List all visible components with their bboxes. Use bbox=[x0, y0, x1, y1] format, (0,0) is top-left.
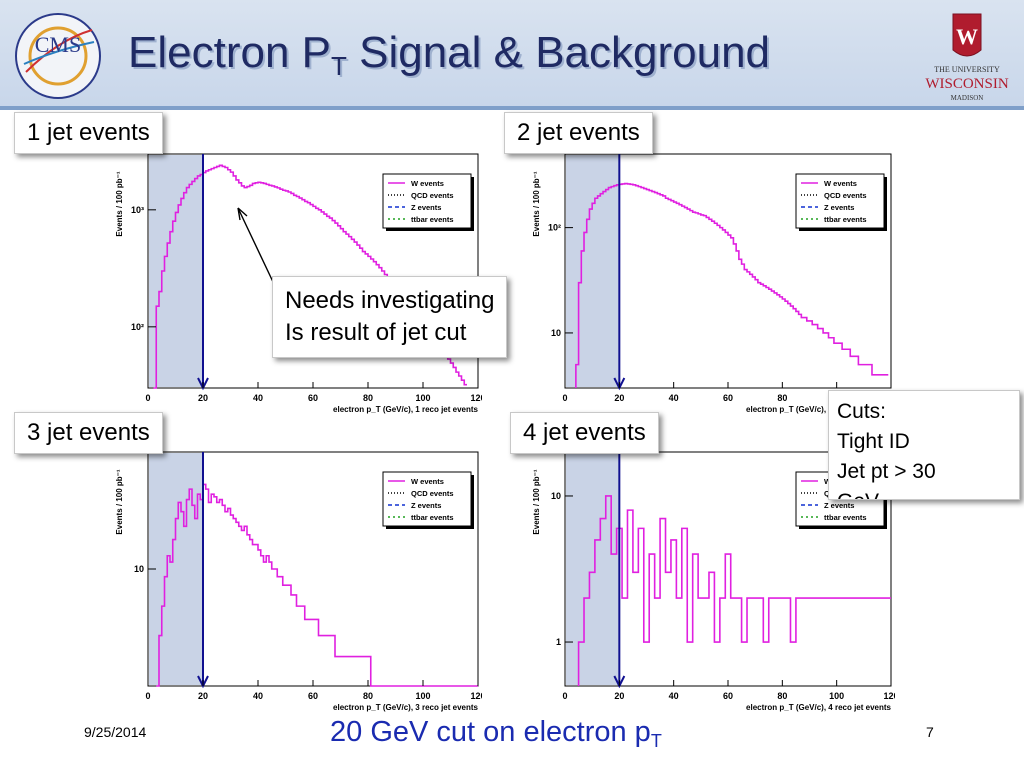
cut-region bbox=[566, 155, 620, 387]
x-tick-label: 60 bbox=[723, 691, 733, 701]
page-title: Electron PT Signal & Background bbox=[128, 28, 771, 81]
legend-entry: W events bbox=[411, 179, 444, 188]
x-tick-label: 40 bbox=[253, 393, 263, 403]
x-tick-label: 100 bbox=[415, 691, 430, 701]
x-tick-label: 120 bbox=[470, 691, 482, 701]
cuts-box: Cuts: Tight ID Jet pt > 30 GeV bbox=[828, 390, 1020, 500]
label-4-jet: 4 jet events bbox=[510, 412, 659, 454]
series-w-events bbox=[575, 182, 889, 388]
legend-entry: Z events bbox=[824, 203, 854, 212]
x-tick-label: 60 bbox=[723, 393, 733, 403]
slide-header bbox=[0, 0, 1024, 108]
x-tick-label: 40 bbox=[669, 393, 679, 403]
x-tick-label: 80 bbox=[777, 393, 787, 403]
legend-entry: W events bbox=[411, 477, 444, 486]
legend-entry: Z events bbox=[411, 501, 441, 510]
note-line-2: Is result of jet cut bbox=[285, 319, 467, 346]
legend-entry: QCD events bbox=[411, 191, 454, 200]
uw-logo-line3: MADISON bbox=[951, 94, 984, 102]
x-tick-label: 0 bbox=[562, 691, 567, 701]
uw-logo-line1: THE UNIVERSITY bbox=[934, 65, 1000, 74]
x-tick-label: 120 bbox=[883, 691, 895, 701]
x-tick-label: 80 bbox=[777, 691, 787, 701]
legend-entry: QCD events bbox=[824, 191, 867, 200]
x-tick-label: 100 bbox=[829, 691, 844, 701]
page-number: 7 bbox=[926, 724, 934, 740]
cms-logo: CMS bbox=[15, 13, 101, 99]
legend-entry: ttbar events bbox=[824, 513, 867, 522]
note-line-1: Needs investigating bbox=[285, 287, 495, 314]
cut-region bbox=[149, 155, 203, 387]
cuts-line-3: Jet pt > 30 bbox=[837, 460, 936, 483]
cuts-line-2: Tight ID bbox=[837, 430, 910, 453]
label-2-jet: 2 jet events bbox=[504, 112, 653, 154]
y-tick-label: 10 bbox=[134, 564, 144, 574]
y-axis-label: Events / 100 pb⁻¹ bbox=[115, 469, 124, 534]
label-1-jet: 1 jet events bbox=[14, 112, 163, 154]
x-tick-label: 0 bbox=[145, 691, 150, 701]
cut-region bbox=[149, 453, 203, 685]
annotation-arrow bbox=[237, 207, 275, 285]
x-axis-label: electron p_T (GeV/c), 1 reco jet events bbox=[333, 405, 478, 414]
footer-caption: 20 GeV cut on electron pT bbox=[330, 716, 662, 751]
histogram-2-jet: 0204060801001201010²electron p_T (GeV/c)… bbox=[532, 153, 895, 414]
legend-entry: Z events bbox=[411, 203, 441, 212]
x-tick-label: 20 bbox=[614, 691, 624, 701]
footer-date: 9/25/2014 bbox=[84, 724, 147, 740]
x-axis-label: electron p_T (GeV/c), 2 reco jet events bbox=[746, 405, 891, 414]
y-axis-label: Events / 100 pb⁻¹ bbox=[532, 171, 541, 236]
legend-entry: ttbar events bbox=[411, 513, 454, 522]
x-tick-label: 20 bbox=[614, 393, 624, 403]
histogram-3-jet: 0 20 40 60 80 100 120 10 electron p_T (GeV/c), 3… bbox=[115, 451, 482, 712]
y-axis-label: Events / 100 pb⁻¹ bbox=[532, 469, 541, 534]
legend-entry: ttbar events bbox=[411, 215, 454, 224]
legend-entry: Z events bbox=[824, 501, 854, 510]
cuts-line-4: GeV bbox=[837, 487, 1011, 499]
label-3-jet: 3 jet events bbox=[14, 412, 163, 454]
x-tick-label: 40 bbox=[253, 691, 263, 701]
header-rule bbox=[0, 106, 1024, 110]
cut-region bbox=[566, 453, 620, 685]
x-tick-label: 0 bbox=[145, 393, 150, 403]
y-tick-label: 10 bbox=[551, 491, 561, 501]
y-tick-label: 10 bbox=[551, 328, 561, 338]
cuts-line-1: Cuts: bbox=[837, 400, 887, 423]
x-tick-label: 80 bbox=[363, 393, 373, 403]
uw-logo-line2: WISCONSIN bbox=[925, 76, 1009, 92]
x-tick-label: 60 bbox=[308, 691, 318, 701]
x-tick-label: 120 bbox=[470, 393, 482, 403]
x-tick-label: 80 bbox=[363, 691, 373, 701]
y-tick-label: 1 bbox=[556, 637, 561, 647]
y-axis-label: Events / 100 pb⁻¹ bbox=[115, 171, 124, 236]
y-tick-label: 10² bbox=[131, 322, 144, 332]
x-tick-label: 60 bbox=[308, 393, 318, 403]
x-tick-label: 40 bbox=[669, 691, 679, 701]
x-tick-label: 100 bbox=[415, 393, 430, 403]
x-tick-label: 20 bbox=[198, 691, 208, 701]
cms-logo-text: CMS bbox=[35, 32, 81, 57]
svg-text:W: W bbox=[956, 24, 978, 49]
x-tick-label: 20 bbox=[198, 393, 208, 403]
x-axis-label: electron p_T (GeV/c), 4 reco jet events bbox=[746, 703, 891, 712]
x-tick-label: 0 bbox=[562, 393, 567, 403]
y-tick-label: 10³ bbox=[131, 205, 144, 215]
y-tick-label: 10² bbox=[548, 223, 561, 233]
legend-entry: W events bbox=[824, 179, 857, 188]
series-w-events bbox=[156, 483, 478, 687]
x-axis-label: electron p_T (GeV/c), 3 reco jet events bbox=[333, 703, 478, 712]
investigation-note: Needs investigating Is result of jet cut bbox=[272, 276, 508, 358]
legend-entry: ttbar events bbox=[824, 215, 867, 224]
uw-logo: W THE UNIVERSITY WISCONSIN MADISON bbox=[925, 13, 1009, 102]
legend-entry: QCD events bbox=[411, 489, 454, 498]
